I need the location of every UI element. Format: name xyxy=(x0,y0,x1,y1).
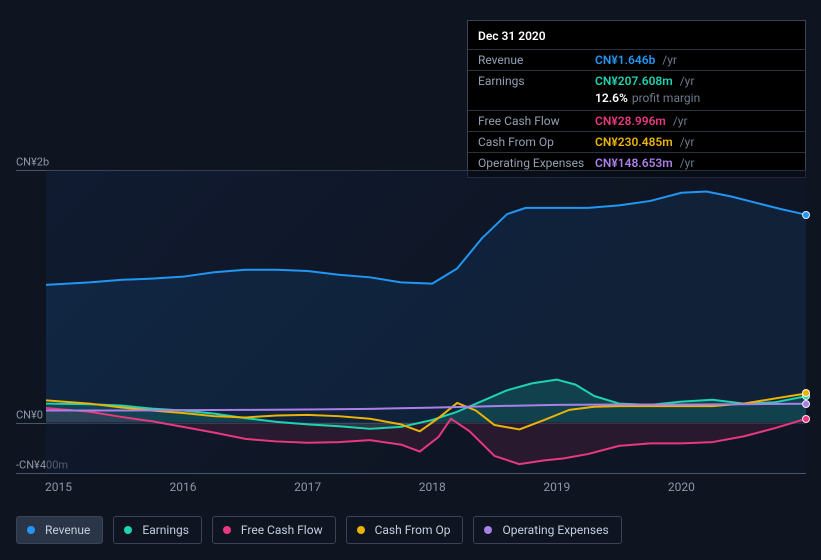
tooltip-subrow: 12.6% profit margin xyxy=(468,91,805,110)
tooltip-label: Earnings xyxy=(478,74,595,88)
tooltip-row: EarningsCN¥207.608m /yr xyxy=(468,70,805,91)
tooltip-value: CN¥207.608m /yr xyxy=(595,74,694,88)
legend-dot-icon xyxy=(223,526,231,534)
legend-item-earnings[interactable]: Earnings xyxy=(113,516,202,544)
tooltip-suffix: /yr xyxy=(659,53,677,67)
tooltip-row: RevenueCN¥1.646b /yr xyxy=(468,49,805,70)
y-axis-label: CN¥2b xyxy=(16,156,49,169)
legend-label: Revenue xyxy=(45,523,90,537)
legend-label: Operating Expenses xyxy=(502,523,608,537)
tooltip-label: Revenue xyxy=(478,53,595,67)
tooltip-label: Free Cash Flow xyxy=(478,114,595,128)
y-axis-label: CN¥0 xyxy=(16,408,43,421)
legend-dot-icon xyxy=(124,526,132,534)
chart-area: CN¥2bCN¥0-CN¥400m 2015201620172018201920… xyxy=(16,155,806,475)
legend-dot-icon xyxy=(357,526,365,534)
tooltip-date: Dec 31 2020 xyxy=(468,25,805,49)
series-endpoint-cfo xyxy=(802,389,810,397)
legend-item-revenue[interactable]: Revenue xyxy=(16,516,103,544)
x-axis-label: 2018 xyxy=(419,480,446,494)
legend-label: Cash From Op xyxy=(375,523,451,537)
tooltip-value: CN¥28.996m /yr xyxy=(595,114,688,128)
tooltip-sub-pct: 12.6% xyxy=(595,91,628,105)
legend-label: Earnings xyxy=(142,523,189,537)
series-endpoint-revenue xyxy=(802,211,810,219)
x-axis-label: 2016 xyxy=(170,480,197,494)
x-axis-label: 2019 xyxy=(543,480,570,494)
tooltip-suffix: /yr xyxy=(677,74,695,88)
tooltip-label: Cash From Op xyxy=(478,135,595,149)
x-axis: 2015 2016 2017 2018 2019 2020 xyxy=(46,480,806,500)
legend-item-free-cash-flow[interactable]: Free Cash Flow xyxy=(212,516,336,544)
legend-item-cash-from-op[interactable]: Cash From Op xyxy=(346,516,464,544)
tooltip-suffix: /yr xyxy=(670,114,688,128)
plot-area[interactable] xyxy=(46,170,806,473)
series-endpoint-opex xyxy=(802,400,810,408)
tooltip-row: Cash From OpCN¥230.485m /yr xyxy=(468,131,805,152)
tooltip-value: CN¥1.646b /yr xyxy=(595,53,677,67)
legend-label: Free Cash Flow xyxy=(241,523,323,537)
gridline xyxy=(16,473,806,474)
legend-item-operating-expenses[interactable]: Operating Expenses xyxy=(473,516,621,544)
legend-dot-icon xyxy=(484,526,492,534)
x-axis-label: 2020 xyxy=(668,480,695,494)
series-endpoint-fcf xyxy=(802,415,810,423)
series-area-revenue xyxy=(46,191,806,422)
x-axis-label: 2015 xyxy=(45,480,72,494)
x-axis-label: 2017 xyxy=(294,480,321,494)
tooltip-suffix: /yr xyxy=(677,135,695,149)
legend-dot-icon xyxy=(27,526,35,534)
tooltip-row: Free Cash FlowCN¥28.996m /yr xyxy=(468,110,805,131)
legend: Revenue Earnings Free Cash Flow Cash From O… xyxy=(16,516,622,544)
tooltip-value: CN¥230.485m /yr xyxy=(595,135,694,149)
tooltip-sub-text: profit margin xyxy=(632,91,700,105)
financials-chart-panel: { "tooltip": { "date": "Dec 31 2020", "r… xyxy=(0,0,821,560)
